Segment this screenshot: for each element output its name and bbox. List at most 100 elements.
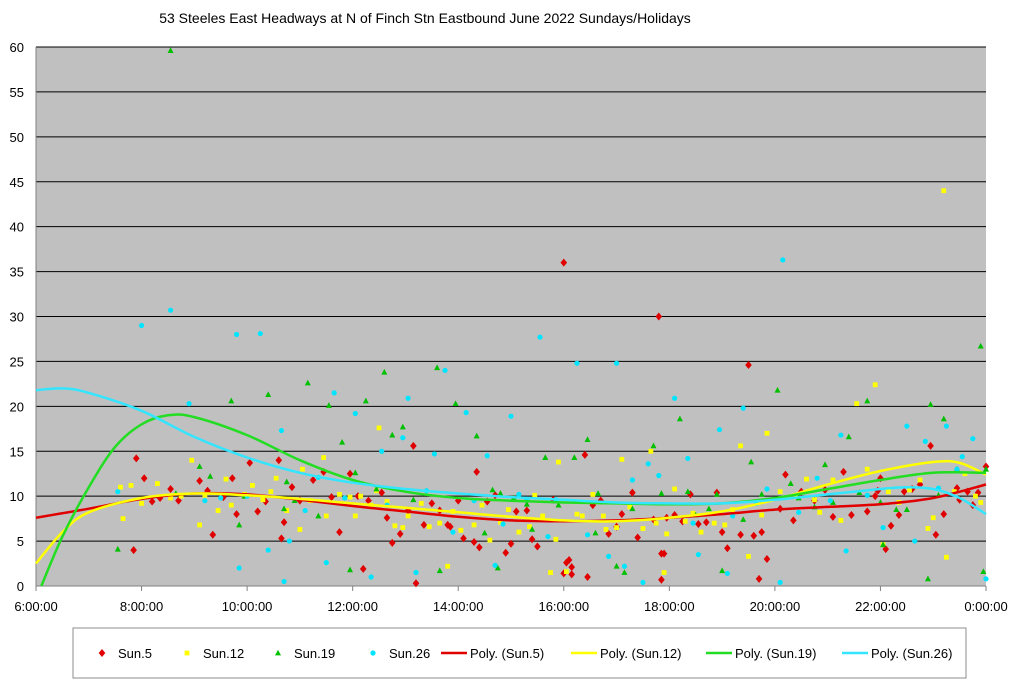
data-point — [970, 436, 976, 442]
data-point — [621, 569, 628, 575]
data-point — [845, 433, 852, 440]
data-point — [618, 510, 626, 519]
legend-label: Poly. (Sun.12) — [600, 646, 681, 661]
data-point — [383, 513, 391, 522]
data-point — [568, 563, 575, 572]
data-point — [400, 435, 406, 441]
data-point — [132, 454, 140, 463]
data-point — [827, 498, 833, 504]
data-point — [629, 477, 635, 483]
legend-label: Sun.19 — [294, 646, 335, 661]
legend-entry: Poly. (Sun.5) — [441, 646, 544, 661]
data-point — [130, 546, 137, 555]
data-point — [900, 487, 908, 496]
data-point — [373, 485, 380, 492]
data-point — [787, 480, 794, 486]
data-point — [304, 379, 311, 386]
data-point — [804, 476, 809, 482]
data-point — [983, 576, 989, 582]
data-point — [661, 570, 667, 575]
data-point — [378, 488, 385, 497]
x-tick-label: 8:00:00 — [120, 599, 163, 614]
data-point — [941, 188, 947, 194]
data-point — [114, 545, 121, 552]
data-point — [912, 538, 918, 544]
data-point — [584, 573, 591, 582]
data-point — [128, 482, 134, 488]
data-point — [854, 401, 860, 407]
data-point — [236, 521, 243, 528]
data-point — [396, 529, 404, 538]
data-point — [690, 520, 696, 526]
data-point — [257, 330, 263, 337]
data-point — [740, 516, 747, 522]
data-point — [175, 496, 182, 505]
data-point — [650, 442, 657, 449]
data-point — [664, 531, 670, 537]
data-point — [450, 529, 456, 535]
data-point — [777, 489, 783, 495]
data-point — [347, 566, 354, 573]
data-point — [959, 454, 965, 460]
data-point — [460, 534, 467, 543]
legend-label: Poly. (Sun.5) — [470, 646, 544, 661]
data-point — [207, 473, 214, 479]
data-point — [336, 528, 343, 537]
data-point — [249, 482, 255, 488]
data-point — [444, 520, 451, 529]
data-point — [658, 575, 665, 584]
data-point — [584, 532, 591, 538]
y-tick-label: 60 — [10, 40, 24, 55]
data-point — [977, 342, 984, 349]
data-point — [672, 395, 678, 401]
data-point — [695, 520, 702, 529]
data-point — [148, 497, 156, 506]
data-point — [347, 494, 353, 500]
data-point — [302, 507, 308, 514]
data-point — [262, 497, 269, 506]
data-point — [605, 529, 612, 538]
data-point — [268, 489, 274, 495]
data-point — [186, 401, 192, 407]
legend-entry: Sun.12 — [184, 646, 244, 661]
trendline-poly-sun-26 — [35, 387, 987, 516]
data-point — [431, 451, 438, 457]
trendline-poly-sun-12 — [35, 459, 987, 565]
data-point — [323, 560, 329, 566]
y-tick-label: 40 — [10, 220, 24, 235]
y-tick-label: 10 — [10, 489, 24, 504]
data-point — [648, 448, 654, 454]
legend-marker — [184, 650, 190, 656]
data-point — [368, 574, 374, 580]
data-point — [265, 547, 271, 553]
data-point — [500, 521, 506, 527]
data-point — [384, 499, 390, 504]
data-point — [864, 492, 870, 498]
data-point — [286, 538, 292, 544]
data-point — [542, 454, 549, 460]
data-point — [479, 502, 485, 508]
data-point — [904, 423, 910, 429]
data-point — [722, 522, 728, 528]
data-point — [613, 360, 620, 366]
data-point — [724, 544, 731, 553]
data-point — [817, 509, 823, 515]
y-tick-label: 50 — [10, 130, 24, 145]
data-point — [740, 405, 746, 411]
data-point — [777, 579, 783, 586]
data-point — [502, 548, 510, 557]
data-point — [315, 512, 322, 519]
data-point — [640, 526, 646, 531]
data-point — [738, 443, 743, 449]
data-point — [215, 508, 221, 513]
legend-label: Poly. (Sun.26) — [871, 646, 952, 661]
data-point — [606, 553, 612, 559]
y-tick-label: 20 — [10, 399, 24, 414]
data-point — [528, 535, 536, 544]
data-point — [653, 520, 659, 526]
data-point — [118, 484, 123, 490]
data-point — [698, 529, 704, 535]
data-point — [690, 510, 696, 516]
data-point — [980, 568, 987, 575]
data-point — [548, 570, 553, 575]
